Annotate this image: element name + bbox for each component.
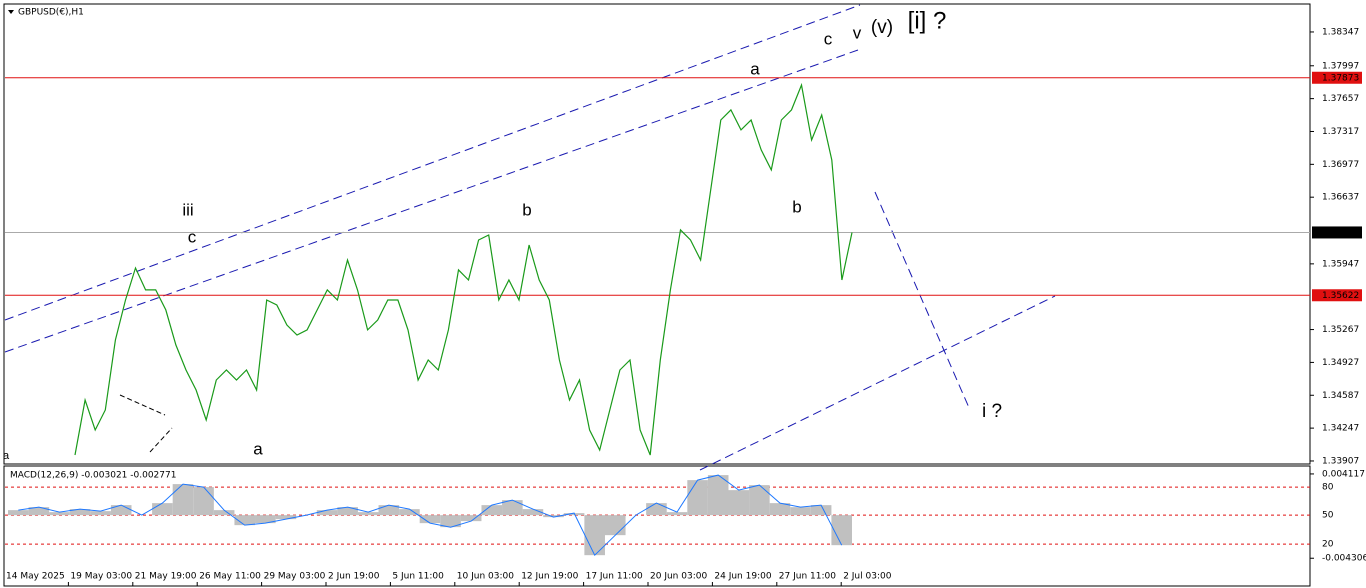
macd-bar	[502, 500, 523, 516]
x-tick-label: 12 Jun 19:00	[521, 572, 578, 582]
wave-label: a	[253, 439, 263, 458]
x-tick-label: 27 Jun 11:00	[779, 572, 836, 582]
macd-bar	[810, 505, 832, 516]
price-level-label: 1.36272	[1322, 228, 1359, 238]
y-tick-label: 1.36637	[1322, 193, 1359, 203]
macd-bar	[481, 505, 503, 516]
price-level-label: 1.37873	[1322, 73, 1359, 83]
x-tick-label: 5 Jun 11:00	[392, 572, 444, 582]
wave-label: i ?	[982, 401, 1002, 422]
price-line	[74, 82, 853, 456]
macd-bar	[110, 505, 132, 516]
macd-bar	[337, 507, 358, 516]
macd-bar	[831, 515, 852, 546]
macd-level-label: 20	[1322, 540, 1334, 550]
macd-tick-label: 0.004117	[1322, 469, 1365, 479]
macd-bar	[357, 512, 379, 516]
macd-bar	[172, 484, 194, 516]
x-tick-label: 26 May 11:00	[199, 572, 261, 582]
wave-label: (v)	[871, 17, 893, 38]
macd-bar	[419, 515, 441, 524]
x-tick-label: 2 Jun 19:00	[328, 572, 380, 582]
y-tick-label: 1.36977	[1322, 160, 1359, 170]
macd-bar	[790, 507, 811, 516]
macd-bar	[604, 515, 626, 536]
wave-label: [i] ?	[908, 7, 947, 34]
macd-bar	[193, 487, 214, 516]
y-tick-label: 1.34587	[1322, 391, 1359, 401]
macd-bar	[707, 475, 729, 516]
wave-label: a	[750, 59, 760, 78]
macd-bar	[49, 512, 70, 516]
wave-label: iii	[182, 200, 193, 219]
macd-bar	[749, 485, 770, 516]
y-tick-label: 1.34247	[1322, 424, 1359, 434]
price-level-tag	[1312, 289, 1362, 302]
macd-bar	[234, 515, 256, 526]
x-tick-label: 10 Jun 03:00	[457, 572, 514, 582]
x-tick-label: 14 May 2025	[6, 572, 65, 582]
macd-bar	[728, 490, 750, 516]
macd-bar	[646, 503, 667, 516]
macd-bar	[769, 503, 791, 516]
wave-label: v	[853, 23, 862, 42]
macd-bar	[687, 480, 708, 516]
macd-bar	[90, 511, 111, 516]
y-tick-label: 1.35267	[1322, 325, 1359, 335]
macd-bar	[152, 503, 173, 516]
price-level-tag	[1312, 226, 1362, 239]
macd-bar	[255, 515, 276, 524]
y-tick-label: 1.34927	[1322, 358, 1359, 368]
y-tick-label: 1.37657	[1322, 94, 1359, 104]
macd-bar	[440, 515, 461, 528]
y-tick-label: 1.35947	[1322, 259, 1359, 269]
macd-bar	[460, 515, 482, 522]
wave-label: a	[3, 450, 10, 462]
y-tick-label: 1.37997	[1322, 61, 1359, 71]
y-tick-label: 1.38347	[1322, 27, 1359, 37]
wave-lines	[4, 4, 1056, 471]
symbol-title: GBPUSD(€),H1	[18, 8, 84, 18]
macd-bar	[522, 509, 544, 516]
x-tick-label: 2 Jul 03:00	[843, 572, 892, 582]
macd-bar	[275, 515, 297, 520]
small-trendlines	[119, 394, 173, 453]
macd-bar	[69, 509, 91, 516]
macd-bar	[213, 510, 235, 516]
y-tick-label: 1.37317	[1322, 127, 1359, 137]
x-tick-label: 17 Jun 11:00	[586, 572, 643, 582]
menu-arrow[interactable]	[8, 10, 14, 14]
macd-bar	[8, 510, 29, 516]
macd-bar	[316, 510, 338, 516]
x-tick-label: 19 May 03:00	[70, 572, 132, 582]
price-level-tag	[1312, 71, 1362, 84]
macd-bar	[378, 505, 400, 516]
macd-level-label: 80	[1322, 483, 1334, 493]
macd-bar	[666, 512, 688, 516]
macd-frame	[3, 465, 1311, 587]
y-tick-label: 1.33907	[1322, 456, 1359, 466]
wave-label: c	[188, 227, 197, 246]
macd-bar	[584, 515, 605, 556]
price-frame	[3, 3, 1311, 465]
macd-title: MACD(12,26,9) -0.003021 -0.002771	[10, 471, 176, 481]
macd-tick-label: -0.004306	[1322, 554, 1366, 564]
macd-bar	[399, 509, 420, 516]
x-tick-label: 24 Jun 19:00	[714, 572, 771, 582]
wave-label: b	[522, 200, 531, 219]
macd-bar	[543, 515, 564, 518]
macd-level-label: 50	[1322, 511, 1334, 521]
wave-label: b	[792, 197, 801, 216]
x-tick-label: 29 May 03:00	[264, 572, 326, 582]
macd-line	[18, 474, 843, 557]
price-level-label: 1.35622	[1322, 291, 1359, 301]
wave-label: c	[824, 29, 833, 48]
x-tick-label: 20 Jun 03:00	[650, 572, 707, 582]
x-tick-label: 21 May 19:00	[135, 572, 197, 582]
macd-bar	[28, 507, 50, 516]
